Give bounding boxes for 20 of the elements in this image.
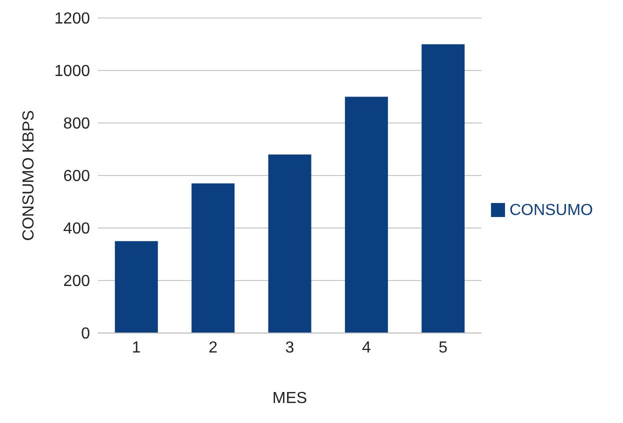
y-tick-label: 1000 bbox=[54, 63, 90, 80]
x-tick-label: 5 bbox=[438, 339, 448, 356]
bar bbox=[114, 241, 158, 333]
x-tick-label: 3 bbox=[285, 339, 294, 356]
y-axis-title: CONSUMO KBPS bbox=[20, 110, 38, 241]
bar bbox=[268, 154, 312, 333]
x-tick-label: 2 bbox=[208, 339, 218, 356]
bar bbox=[192, 183, 235, 333]
bar bbox=[344, 96, 388, 333]
x-axis-title: MES bbox=[272, 390, 308, 407]
y-tick-label: 600 bbox=[63, 168, 90, 186]
x-tick-label: 4 bbox=[362, 339, 371, 356]
y-tick-label: 0 bbox=[81, 326, 90, 343]
bar bbox=[422, 44, 465, 333]
y-tick-label: 200 bbox=[63, 273, 90, 290]
x-tick-label: 1 bbox=[132, 339, 141, 356]
y-tick-label: 800 bbox=[63, 116, 90, 133]
legend-label: CONSUMO bbox=[509, 202, 593, 218]
y-tick-label: 1200 bbox=[54, 10, 90, 28]
y-tick-label: 400 bbox=[63, 220, 90, 238]
